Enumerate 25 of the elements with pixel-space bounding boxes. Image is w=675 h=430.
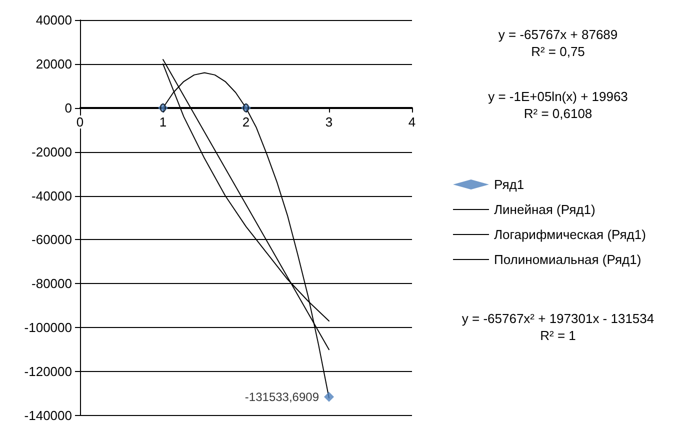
data-label: -131533,6909 — [244, 390, 320, 404]
data-label: 0 — [242, 100, 250, 115]
x-tick-label: 1 — [159, 114, 167, 130]
y-tick-label: -40000 — [32, 188, 72, 204]
text: y = -65767x + 87689 R² = 0,75 — [498, 27, 618, 59]
y-tick-label: 0 — [64, 100, 72, 116]
legend-label: Полиномиальная (Ряд1) — [494, 252, 642, 267]
x-tick-label: 0 — [76, 114, 84, 130]
legend-label: Линейная (Ряд1) — [494, 202, 596, 217]
y-tick-label: -80000 — [32, 276, 72, 292]
text: y = -65767x² + 197301x - 131534 R² = 1 — [462, 311, 654, 343]
y-tick-label: 40000 — [36, 12, 72, 28]
y-tick-label: -120000 — [24, 364, 72, 380]
legend-label: Логарифмическая (Ряд1) — [494, 227, 646, 242]
x-tick-label: 3 — [325, 114, 333, 130]
data-label: 0 — [160, 100, 167, 115]
y-tick-label: 20000 — [36, 56, 72, 72]
legend-label: Ряд1 — [494, 177, 524, 192]
text: y = -1E+05ln(x) + 19963 R² = 0,6108 — [488, 89, 628, 121]
y-tick-label: -20000 — [32, 144, 72, 160]
x-tick-label: 4 — [408, 114, 416, 130]
y-tick-label: -60000 — [32, 232, 72, 248]
y-tick-label: -100000 — [24, 320, 72, 336]
y-tick-label: -140000 — [24, 408, 72, 423]
x-tick-label: 2 — [242, 114, 250, 130]
